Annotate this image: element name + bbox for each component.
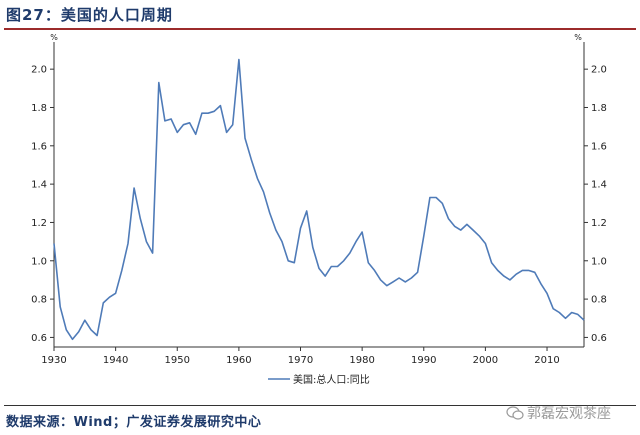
chart-legend: 美国:总人口:同比 [268,373,370,386]
y-tick-label-right: 0.6 [591,333,607,344]
y-tick-label-left: 0.6 [31,333,47,344]
y-tick-label-left: 1.2 [31,218,47,229]
y-tick-label-left: 1.6 [31,141,47,152]
watermark: 郭磊宏观茶座 [506,403,611,423]
y-unit-right: % [574,33,582,42]
y-tick-label-right: 1.8 [591,103,607,114]
x-tick-label: 1960 [226,355,251,366]
y-unit-left: % [50,33,58,42]
legend-label: 美国:总人口:同比 [293,373,370,386]
y-tick-label-left: 1.8 [31,103,47,114]
y-tick-label-left: 0.8 [31,295,47,306]
x-tick-label: 1940 [103,355,128,366]
y-tick-label-right: 1.6 [591,141,607,152]
source-note: 数据来源：Wind；广发证券发展研究中心 [6,415,262,430]
y-tick-label-right: 1.4 [591,180,607,191]
y-tick-label-right: 1.2 [591,218,607,229]
chart-area: %% 0.6 0.6 0.8 0.8 1.0 1.0 1.2 1.2 1.4 1.4 1.6 1.6 1… [31,33,607,386]
wechat-icon [506,406,524,420]
x-tick-label: 1970 [288,355,313,366]
chart-series [53,58,585,341]
footer-divider [4,405,636,406]
x-tick-label: 1990 [411,355,436,366]
chart-axes: %% [50,33,585,348]
chart-ticks: 0.6 0.6 0.8 0.8 1.0 1.0 1.2 1.2 1.4 1.4 1.6 1.6 1.8 1… [31,65,607,366]
x-tick-label: 2000 [473,355,498,366]
y-tick-label-left: 2.0 [31,65,47,76]
series-line-us-population-yoy [53,58,585,341]
y-tick-label-right: 0.8 [591,295,607,306]
y-tick-label-left: 1.0 [31,256,47,267]
y-tick-label-right: 2.0 [591,65,607,76]
watermark-text: 郭磊宏观茶座 [527,406,611,422]
x-tick-label: 2010 [534,355,559,366]
figure-title: 图27：美国的人口周期 [6,6,173,24]
x-tick-label: 1930 [41,355,66,366]
y-tick-label-left: 1.4 [31,180,47,191]
x-tick-label: 1980 [349,355,374,366]
x-tick-label: 1950 [165,355,190,366]
title-divider [4,28,636,30]
y-tick-label-right: 1.0 [591,256,607,267]
